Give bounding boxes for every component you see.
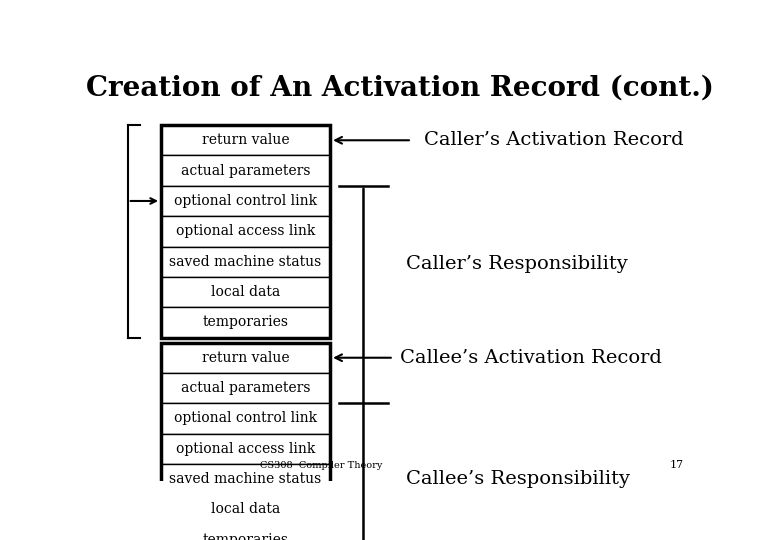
Text: temporaries: temporaries bbox=[203, 533, 289, 540]
Text: local data: local data bbox=[211, 503, 280, 516]
Text: local data: local data bbox=[211, 285, 280, 299]
Text: Callee’s Responsibility: Callee’s Responsibility bbox=[406, 470, 629, 488]
Text: 17: 17 bbox=[670, 460, 684, 470]
Bar bbox=[161, 434, 330, 464]
Text: CS308  Compiler Theory: CS308 Compiler Theory bbox=[260, 461, 382, 470]
Text: Callee’s Activation Record: Callee’s Activation Record bbox=[399, 349, 661, 367]
Text: Caller’s Responsibility: Caller’s Responsibility bbox=[406, 255, 628, 273]
Bar bbox=[161, 156, 330, 186]
Bar bbox=[161, 125, 330, 156]
Bar bbox=[161, 373, 330, 403]
Text: saved machine status: saved machine status bbox=[169, 472, 321, 486]
Text: actual parameters: actual parameters bbox=[181, 164, 310, 178]
Text: optional control link: optional control link bbox=[174, 194, 317, 208]
Bar bbox=[161, 125, 330, 338]
Text: temporaries: temporaries bbox=[203, 315, 289, 329]
Bar bbox=[161, 277, 330, 307]
Bar bbox=[161, 342, 330, 373]
Text: optional access link: optional access link bbox=[176, 224, 315, 238]
Text: return value: return value bbox=[202, 351, 289, 364]
Bar bbox=[161, 464, 330, 494]
Text: saved machine status: saved machine status bbox=[169, 255, 321, 269]
Bar bbox=[161, 186, 330, 216]
Text: return value: return value bbox=[202, 133, 289, 147]
Text: Creation of An Activation Record (cont.): Creation of An Activation Record (cont.) bbox=[86, 74, 714, 101]
Bar bbox=[161, 403, 330, 434]
Bar bbox=[161, 342, 330, 540]
Text: Caller’s Activation Record: Caller’s Activation Record bbox=[424, 131, 683, 149]
Bar bbox=[161, 246, 330, 277]
Text: actual parameters: actual parameters bbox=[181, 381, 310, 395]
Bar bbox=[161, 525, 330, 540]
Bar bbox=[161, 216, 330, 246]
Text: optional control link: optional control link bbox=[174, 411, 317, 426]
Bar bbox=[161, 307, 330, 338]
Bar bbox=[161, 494, 330, 525]
Text: optional access link: optional access link bbox=[176, 442, 315, 456]
